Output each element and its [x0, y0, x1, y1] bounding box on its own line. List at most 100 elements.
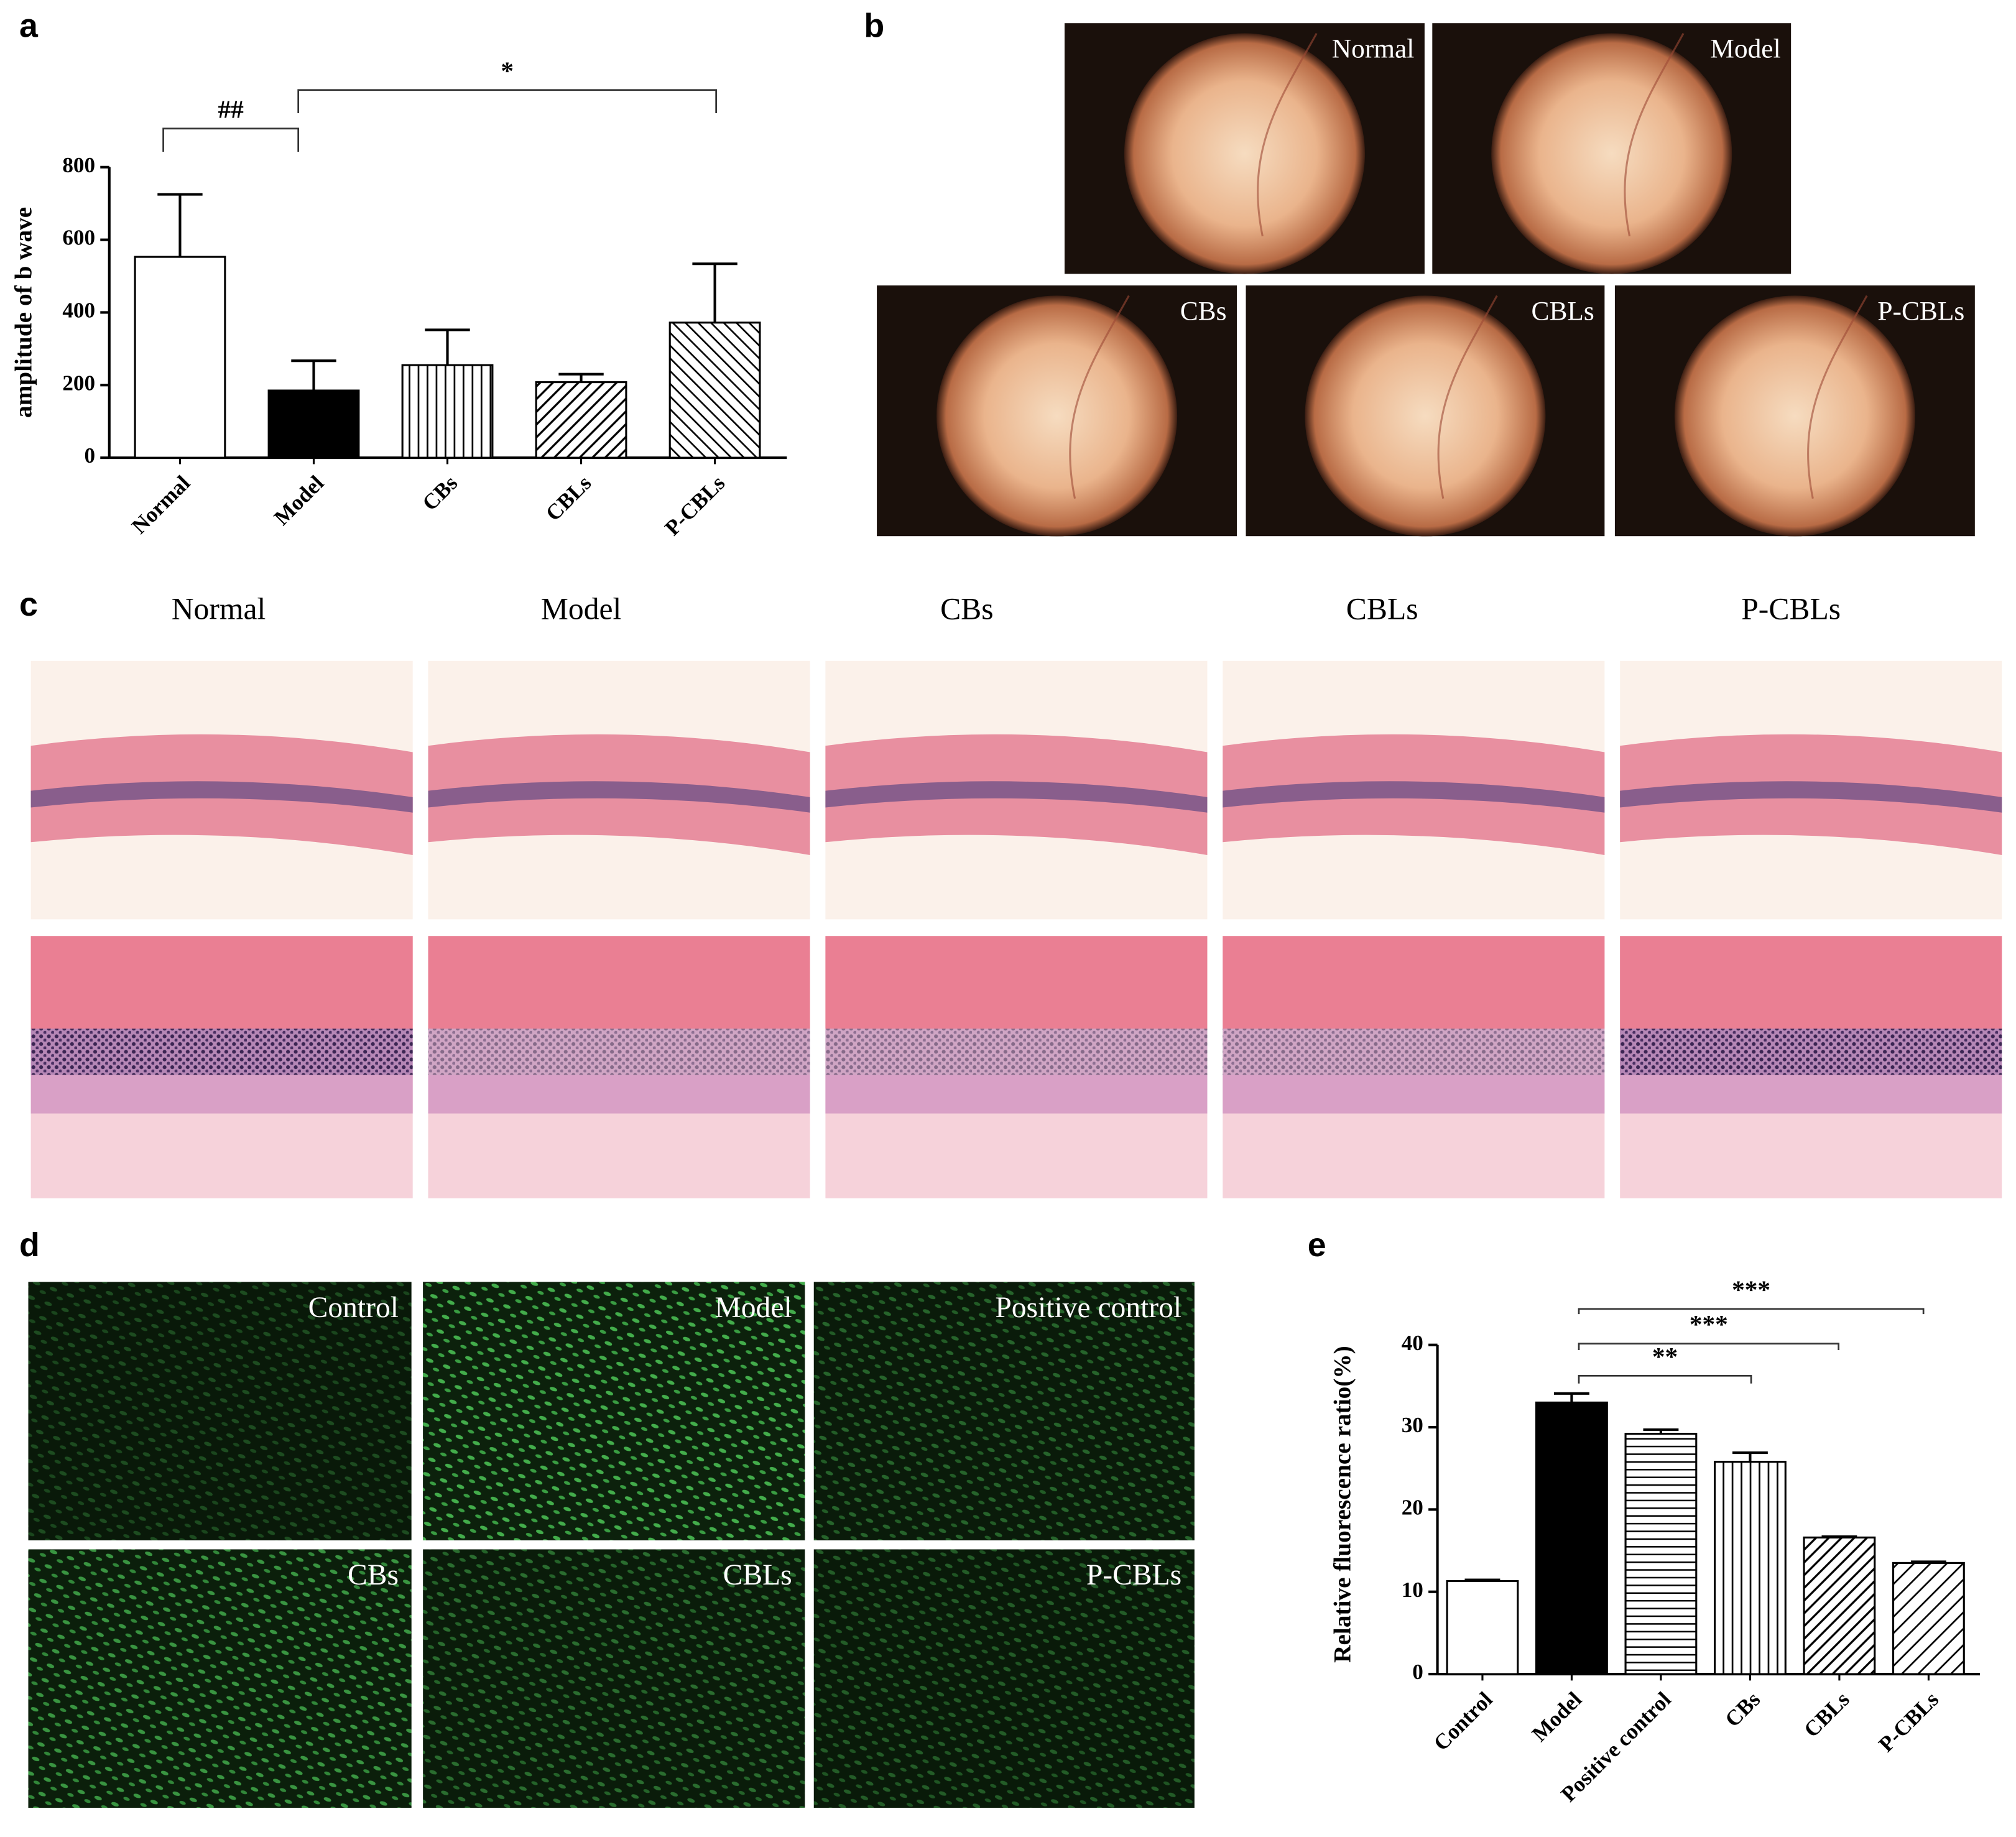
cell-field [28, 1549, 412, 1808]
bar-chart: 0 10 20 30 40 Relative fluorescence ratio(%) C… [1329, 1275, 1981, 1807]
fundus-disc [1491, 33, 1732, 274]
histology-images [825, 660, 1208, 1199]
column-title: CBLs [1346, 592, 1418, 626]
y-tick-label: 20 [1402, 1495, 1423, 1519]
y-tick-label: 0 [84, 443, 95, 468]
column-title: Normal [172, 592, 266, 626]
tissue-band [1620, 936, 2002, 1029]
fluorescence-image: CBLs [423, 1549, 805, 1808]
column-title: CBs [940, 592, 993, 626]
nuclear-layer [1223, 1029, 1605, 1075]
bar [1892, 1562, 1965, 1675]
significance-bracket [1578, 1308, 1925, 1315]
nuclear-layer [1620, 1029, 2002, 1075]
fundus-disc [1674, 295, 1915, 537]
vessel [1624, 33, 1685, 237]
x-tick-label: Normal [127, 471, 195, 539]
cell-field [423, 1282, 805, 1540]
y-axis-label: Relative fluorescence ratio(%) [1329, 1346, 1356, 1663]
image-label: CBLs [1532, 296, 1594, 326]
x-tick-label: CBs [418, 471, 463, 516]
vessel [1069, 295, 1130, 499]
fundus-disc [936, 295, 1178, 537]
tissue-band [30, 936, 413, 1029]
significance-bracket [1578, 1374, 1752, 1384]
x-tick-label: P-CBLs [1874, 1687, 1943, 1757]
vessel [1807, 295, 1868, 499]
y-axis-label: amplitude of b wave [10, 207, 37, 418]
significance-label: *** [1732, 1275, 1770, 1303]
nuclear-layer [1620, 781, 2002, 813]
x-tick-label: Model [269, 471, 328, 530]
image-label: Control [308, 1292, 399, 1324]
bar [1624, 1433, 1698, 1675]
fundus-image: Normal [1064, 23, 1425, 274]
significance-bracket [297, 89, 717, 113]
nuclear-layer [428, 781, 810, 813]
image-label: P-CBLs [1086, 1559, 1181, 1591]
significance-label: *** [1690, 1310, 1728, 1338]
nuclear-layer [428, 1029, 810, 1075]
bar [401, 364, 494, 459]
nuclear-layer [1223, 781, 1605, 813]
significance-label: ** [1652, 1342, 1678, 1371]
tissue-band [428, 1075, 810, 1114]
x-tick-label: Control [1429, 1687, 1497, 1756]
vessel [1257, 33, 1318, 237]
y-tick-label: 40 [1402, 1331, 1423, 1355]
histology-images [1223, 660, 1605, 1199]
column-title: Model [541, 592, 622, 626]
x-tick-label: CBLs [1799, 1687, 1854, 1742]
bar [535, 381, 627, 459]
tissue-band [428, 936, 810, 1029]
bar [1535, 1401, 1608, 1675]
y-tick-label: 800 [62, 153, 95, 177]
bar-chart: 0 200 400 600 800 amplitude of b wave Normal Mo… [10, 56, 787, 540]
cell-field [813, 1549, 1195, 1808]
column-title: P-CBLs [1741, 592, 1841, 626]
bar [1446, 1580, 1519, 1675]
significance-label: ## [218, 95, 244, 123]
bar [1714, 1461, 1787, 1675]
bar [134, 256, 226, 459]
bar [1803, 1536, 1876, 1675]
image-label: CBs [1180, 296, 1227, 326]
cell-field [813, 1282, 1195, 1540]
y-tick-label: 400 [62, 298, 95, 322]
panel-label: e [1308, 1226, 1326, 1264]
panel-label: d [19, 1226, 40, 1264]
histology-images [1620, 660, 2002, 1199]
tissue-band [1223, 936, 1605, 1029]
fundus-image: P-CBLs [1614, 285, 1975, 537]
histology-images [30, 660, 413, 1199]
x-tick-label: Model [1527, 1687, 1586, 1746]
fundus-disc [1124, 33, 1365, 274]
image-label: Normal [1332, 34, 1415, 64]
bar [267, 389, 360, 459]
fluorescence-image: P-CBLs [813, 1549, 1195, 1808]
panel-label: a [19, 7, 39, 45]
fundus-image: CBs [877, 285, 1237, 537]
tissue-band [825, 1075, 1208, 1114]
significance-bracket [1578, 1343, 1840, 1350]
y-tick-label: 600 [62, 226, 95, 250]
tissue-band [1620, 1075, 2002, 1114]
image-label: P-CBLs [1877, 296, 1964, 326]
fundus-image: CBLs [1246, 285, 1605, 537]
y-tick-label: 0 [1412, 1660, 1423, 1684]
nuclear-layer [825, 781, 1208, 813]
histology-images [428, 660, 810, 1199]
cell-field [28, 1282, 412, 1540]
significance-bracket [162, 127, 300, 152]
nuclear-layer [30, 1029, 413, 1075]
y-tick-label: 10 [1402, 1578, 1423, 1602]
image-label: Positive control [995, 1292, 1181, 1324]
tissue-band [825, 936, 1208, 1029]
tissue-band [30, 1075, 413, 1114]
x-tick-label: CBs [1720, 1687, 1765, 1732]
image-label: Model [1710, 34, 1780, 64]
panel-label: c [19, 586, 38, 623]
fundus-image: Model [1432, 23, 1792, 274]
